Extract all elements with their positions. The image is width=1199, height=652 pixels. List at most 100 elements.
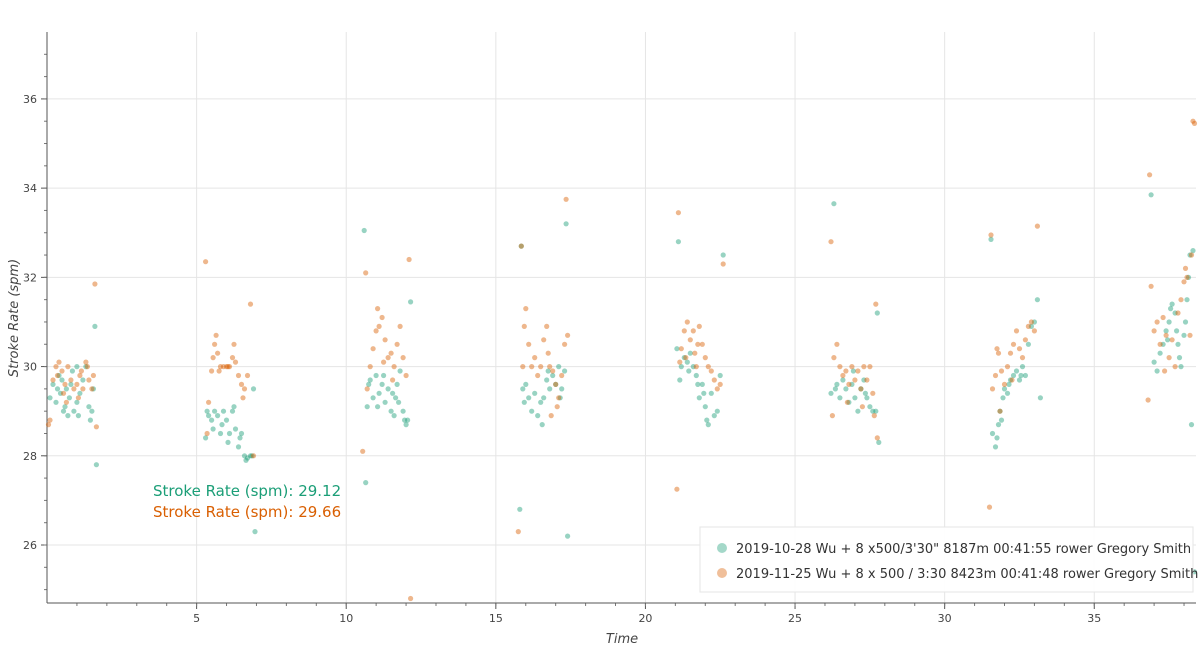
data-point-series-1	[675, 239, 682, 245]
data-point-series-2	[1175, 310, 1181, 316]
data-point-series-1	[687, 350, 693, 356]
data-point-series-2	[550, 368, 556, 374]
data-point-series-1	[408, 299, 414, 305]
data-point-series-1	[517, 506, 523, 512]
data-point-series-2	[538, 364, 544, 370]
data-point-series-2	[554, 404, 560, 410]
data-point-series-2	[379, 314, 385, 321]
data-point-series-1	[1000, 395, 1006, 401]
data-point-series-1	[547, 386, 553, 392]
data-point-series-1	[1154, 368, 1160, 374]
data-point-series-1	[238, 430, 245, 437]
data-point-series-1	[852, 395, 858, 401]
data-point-series-1	[212, 408, 218, 414]
data-point-series-2	[544, 323, 550, 329]
data-point-series-1	[699, 381, 705, 387]
data-point-series-1	[1006, 381, 1012, 387]
data-point-series-2	[53, 364, 59, 370]
data-point-series-2	[217, 364, 224, 370]
x-tick-label: 5	[193, 612, 200, 625]
data-point-series-1	[361, 227, 367, 234]
legend-label-series-1: 2019-10-28 Wu + 8 x500/3'30" 8187m 00:41…	[736, 542, 1191, 557]
data-point-series-2	[406, 256, 412, 263]
data-point-series-1	[701, 390, 707, 396]
data-point-series-2	[229, 355, 236, 361]
data-point-series-2	[840, 372, 846, 379]
data-point-series-2	[1013, 328, 1020, 334]
data-point-series-1	[206, 413, 212, 419]
data-point-series-1	[992, 444, 999, 450]
data-point-series-2	[989, 386, 996, 392]
data-point-series-1	[988, 236, 994, 242]
data-point-series-1	[381, 372, 387, 379]
data-point-series-1	[90, 386, 96, 392]
data-point-series-1	[1016, 377, 1023, 383]
data-point-series-1	[237, 435, 243, 441]
data-point-series-1	[1025, 341, 1031, 347]
data-point-series-1	[678, 364, 684, 370]
data-point-series-2	[400, 355, 406, 361]
data-point-series-2	[563, 196, 569, 202]
data-point-series-2	[206, 399, 212, 405]
data-point-series-1	[1178, 364, 1184, 370]
data-point-series-1	[1174, 328, 1180, 334]
data-point-series-1	[521, 399, 527, 405]
data-point-series-2	[86, 377, 92, 383]
data-point-series-1	[249, 453, 255, 459]
data-point-series-1	[1013, 368, 1020, 374]
data-point-series-2	[367, 364, 373, 370]
data-point-series-2	[870, 390, 876, 396]
data-point-series-1	[1031, 319, 1037, 325]
data-point-series-1	[532, 390, 538, 396]
x-axis: 5 10 15 20 25 30 35	[47, 602, 1196, 625]
data-point-series-1	[840, 377, 846, 383]
data-point-series-2	[78, 368, 84, 374]
data-point-series-2	[831, 355, 837, 361]
data-point-series-2	[708, 368, 714, 374]
data-point-series-1	[1004, 390, 1011, 396]
y-tick-label: 32	[23, 271, 37, 284]
data-point-series-2	[559, 372, 565, 379]
data-point-series-2	[523, 306, 529, 312]
data-point-series-1	[704, 417, 710, 423]
data-point-series-2	[80, 386, 86, 392]
data-point-series-1	[385, 386, 391, 392]
data-point-series-2	[62, 381, 68, 387]
data-point-series-2	[684, 319, 690, 325]
data-point-series-1	[1007, 377, 1014, 383]
data-point-series-2	[864, 377, 870, 383]
data-point-series-1	[849, 381, 855, 387]
data-point-series-1	[1172, 310, 1178, 316]
data-point-series-1	[1010, 372, 1017, 379]
y-tick-label: 30	[23, 361, 37, 374]
data-point-series-2	[992, 372, 999, 379]
data-point-series-2	[59, 368, 65, 374]
data-point-series-1	[989, 430, 996, 437]
data-point-series-1	[1148, 192, 1154, 198]
x-tick-label: 10	[339, 612, 353, 625]
data-point-series-1	[1163, 328, 1169, 334]
data-point-series-2	[1181, 279, 1187, 285]
data-point-series-1	[544, 377, 550, 383]
data-point-series-1	[535, 413, 541, 419]
data-point-series-2	[397, 323, 403, 329]
data-point-series-2	[675, 210, 682, 216]
data-point-series-1	[394, 381, 400, 387]
data-point-series-2	[1022, 337, 1028, 343]
data-point-series-1	[209, 417, 215, 423]
data-point-series-2	[241, 386, 248, 392]
data-point-series-2	[834, 341, 840, 347]
data-point-series-1	[47, 395, 53, 401]
data-point-series-2	[720, 261, 726, 267]
data-point-series-1	[828, 390, 834, 396]
data-point-series-2	[1191, 120, 1198, 126]
data-point-series-2	[50, 377, 56, 383]
legend-marker-series-1	[717, 543, 727, 553]
data-point-series-2	[89, 386, 95, 392]
data-point-series-2	[1034, 223, 1040, 229]
data-point-series-2	[226, 364, 233, 370]
data-point-series-2	[837, 364, 843, 370]
data-point-series-2	[74, 381, 80, 387]
data-point-series-2	[403, 372, 409, 379]
